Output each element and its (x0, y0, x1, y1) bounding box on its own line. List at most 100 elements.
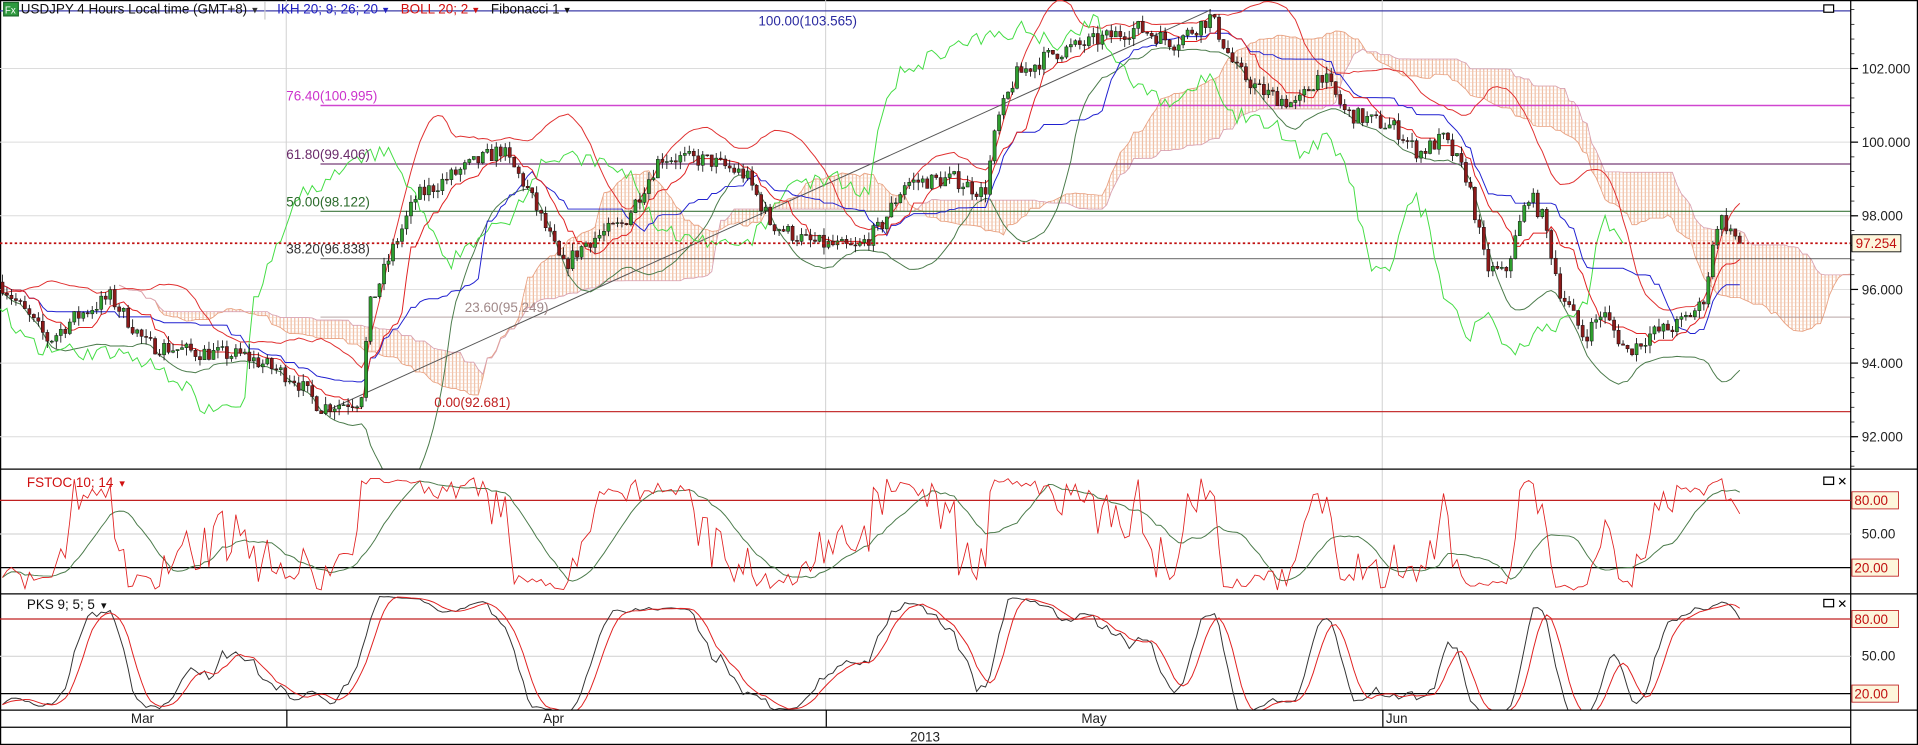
ichimoku-indicator-label[interactable]: IKH 20; 9; 26; 20 (277, 1, 378, 16)
candle-bullish (1033, 64, 1037, 72)
fibonacci-indicator-label[interactable]: Fibonacci 1 (491, 1, 560, 16)
candle-bearish (1724, 215, 1729, 232)
candle-bearish (1078, 40, 1082, 45)
candle-bearish (41, 321, 45, 333)
candle-bullish (1181, 35, 1185, 46)
candle-bullish (494, 146, 499, 161)
candle-bearish (849, 243, 853, 246)
candle-bullish (911, 179, 916, 183)
candle-bearish (1333, 81, 1338, 95)
candle-bullish (1073, 40, 1078, 45)
candle-bullish (1253, 83, 1257, 89)
candle-bullish (1131, 28, 1136, 39)
stoch-20-tag (1851, 558, 1899, 577)
close-pane-icon[interactable]: ✕ (1837, 597, 1847, 611)
candle-bearish (1477, 219, 1482, 228)
fibonacci-level-label: 50.00(98.122) (286, 194, 370, 209)
price-tick-label: 98.000 (1862, 209, 1903, 224)
candle-bullish (67, 321, 72, 334)
candle-bearish (1212, 14, 1217, 18)
ichimoku-dropdown-icon[interactable]: ▾ (383, 4, 389, 16)
bollinger-dropdown-icon[interactable]: ▾ (473, 4, 479, 16)
fstoc-dropdown-icon[interactable]: ▾ (119, 478, 125, 490)
month-label-may: May (1081, 711, 1107, 726)
candle-bullish (1648, 333, 1652, 346)
candle-bullish (467, 159, 472, 163)
candle-bullish (216, 347, 220, 351)
candle-bullish (480, 152, 485, 164)
pks-indicator-label[interactable]: PKS 9; 5; 5 (27, 597, 95, 612)
fibonacci-dropdown-icon[interactable]: ▾ (564, 4, 570, 16)
candle-bullish (1491, 266, 1495, 272)
candle-bearish (620, 222, 624, 224)
candle-bullish (391, 243, 395, 262)
candle-bearish (314, 396, 319, 412)
pks-dropdown-icon[interactable]: ▾ (101, 600, 107, 612)
price-tick-label: 102.000 (1862, 61, 1911, 76)
candle-bearish (1217, 16, 1221, 40)
candle-bearish (1450, 139, 1455, 156)
price-axis-ticks[interactable]: 102.000 100.000 98.000 96.000 94.000 92.000 (1850, 9, 1911, 467)
candle-bearish (296, 382, 301, 391)
fibonacci-labels: 100.00(103.565) 76.40(100.995) 61.80(99.40… (286, 14, 857, 410)
candle-bullish (1060, 56, 1064, 60)
candle-bullish (570, 250, 575, 269)
fstoc-indicator-label[interactable]: FSTOC 10; 14 (27, 475, 114, 490)
candle-bullish (1136, 21, 1141, 29)
candle-bearish (1473, 186, 1477, 221)
candle-bearish (660, 159, 665, 163)
fibonacci-level-label: 100.00(103.565) (758, 14, 857, 29)
candle-bullish (1522, 205, 1527, 222)
candle-bullish (440, 178, 445, 191)
candle-bearish (139, 329, 144, 337)
candle-bearish (117, 306, 122, 312)
candle-bearish (1702, 301, 1706, 305)
time-axis[interactable]: Mar Apr May Jun 2013 (0, 709, 1918, 745)
candle-bullish (364, 341, 368, 398)
candle-bearish (422, 186, 427, 196)
fx-logo-icon (3, 1, 19, 17)
candle-bullish (323, 404, 328, 414)
candle-bearish (292, 380, 297, 384)
pks-pane: PKS 9; 5; 5 ▾ ✕ 80.00 50.00 20.00 (0, 595, 1899, 710)
candle-bullish (1158, 32, 1163, 44)
bollinger-indicator-label[interactable]: BOLL 20; 2 (401, 1, 468, 16)
candle-bullish (220, 346, 225, 348)
maximize-pane-icon[interactable] (1823, 598, 1835, 608)
candle-bullish (1661, 323, 1666, 332)
maximize-pane-icon[interactable] (1823, 476, 1835, 486)
candlesticks (0, 9, 1742, 420)
candle-bullish (1046, 50, 1051, 53)
candle-bullish (260, 363, 265, 368)
candle-bullish (99, 295, 104, 310)
candle-bullish (1069, 44, 1073, 48)
candle-bearish (489, 149, 494, 161)
candle-bearish (85, 312, 90, 315)
symbol-dropdown-icon[interactable]: ▾ (252, 4, 258, 16)
candle-bearish (1230, 52, 1235, 63)
candle-bullish (1266, 89, 1271, 96)
candle-bearish (1423, 151, 1428, 154)
close-pane-icon[interactable]: ✕ (1837, 475, 1847, 489)
candle-bullish (893, 202, 898, 205)
candle-bullish (1001, 98, 1006, 116)
candle-bullish (1634, 343, 1639, 356)
candle-bullish (651, 177, 656, 180)
candle-bullish (898, 194, 903, 204)
candle-bearish (130, 327, 135, 334)
candle-bullish (462, 162, 467, 170)
candle-bullish (180, 347, 184, 350)
candle-bullish (404, 215, 409, 230)
candle-bearish (1486, 249, 1491, 272)
candle-bearish (328, 404, 332, 412)
maximize-pane-icon[interactable] (1823, 4, 1835, 13)
candle-bullish (786, 226, 790, 232)
candle-bullish (1684, 315, 1688, 317)
pks-50-label: 50.00 (1862, 649, 1896, 664)
candle-bearish (269, 358, 274, 370)
candle-bullish (1410, 140, 1414, 142)
candle-bullish (108, 289, 113, 300)
candle-bullish (355, 406, 359, 409)
candle-bullish (471, 156, 476, 160)
